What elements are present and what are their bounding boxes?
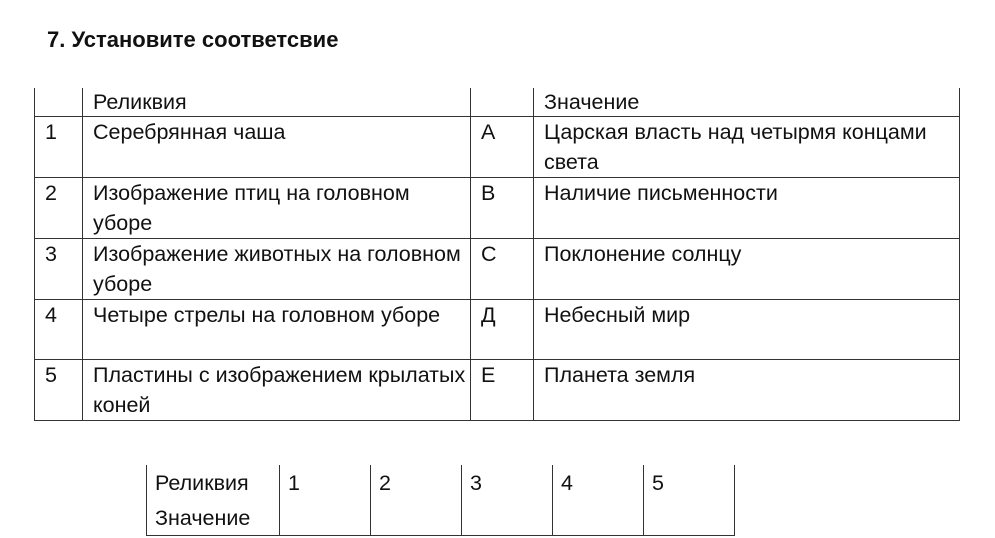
answer-row-relic: Реликвия 1 2 3 4 5 [146, 465, 735, 500]
answer-cell[interactable] [552, 500, 644, 536]
answer-num: 2 [370, 465, 462, 500]
answer-row-meaning: Значение [146, 500, 735, 536]
answer-label-relic: Реликвия [146, 465, 280, 500]
header-relic: Реликвия [82, 88, 471, 117]
cell-relic: Четыре стрелы на головном уборе [82, 299, 471, 360]
answer-cell[interactable] [370, 500, 462, 536]
answer-cell[interactable] [461, 500, 553, 536]
cell-num: 3 [34, 238, 83, 300]
matching-table: Реликвия Значение 1 Серебрянная чаша А Царс… [34, 88, 960, 421]
answer-num: 1 [279, 465, 371, 500]
answer-cell[interactable] [279, 500, 371, 536]
cell-letter: А [470, 116, 534, 178]
table-header-row: Реликвия Значение [34, 88, 960, 117]
header-letter [470, 88, 534, 117]
cell-relic: Серебрянная чаша [82, 116, 471, 178]
cell-meaning: Планета земля [533, 359, 960, 421]
answer-num: 5 [643, 465, 735, 500]
answer-cell[interactable] [643, 500, 735, 536]
cell-letter: В [470, 177, 534, 239]
cell-meaning: Небесный мир [533, 299, 960, 360]
cell-letter: Д [470, 299, 534, 360]
header-num [34, 88, 83, 117]
answer-label-meaning: Значение [146, 500, 280, 536]
table-row: 1 Серебрянная чаша А Царская власть над чет… [34, 116, 960, 178]
table-row: 3 Изображение животных на головном уборе С… [34, 238, 960, 300]
table-row: 5 Пластины с изображением крылатых коней Е… [34, 359, 960, 421]
cell-letter: Е [470, 359, 534, 421]
cell-letter: С [470, 238, 534, 300]
cell-meaning: Наличие письменности [533, 177, 960, 239]
cell-relic: Изображение птиц на головном уборе [82, 177, 471, 239]
cell-relic: Изображение животных на головном уборе [82, 238, 471, 300]
table-row: 4 Четыре стрелы на головном уборе Д Небесны… [34, 299, 960, 360]
table-row: 2 Изображение птиц на головном уборе В Нали… [34, 177, 960, 239]
cell-relic: Пластины с изображением крылатых коней [82, 359, 471, 421]
task-title: 7. Установите соответсвие [47, 27, 339, 52]
answer-num: 3 [461, 465, 553, 500]
cell-num: 4 [34, 299, 83, 360]
cell-num: 1 [34, 116, 83, 178]
cell-num: 2 [34, 177, 83, 239]
cell-num: 5 [34, 359, 83, 421]
cell-meaning: Царская власть над четырмя концами света [533, 116, 960, 178]
answer-num: 4 [552, 465, 644, 500]
header-meaning: Значение [533, 88, 960, 117]
cell-meaning: Поклонение солнцу [533, 238, 960, 300]
answer-table: Реликвия 1 2 3 4 5 Значение [146, 465, 735, 536]
